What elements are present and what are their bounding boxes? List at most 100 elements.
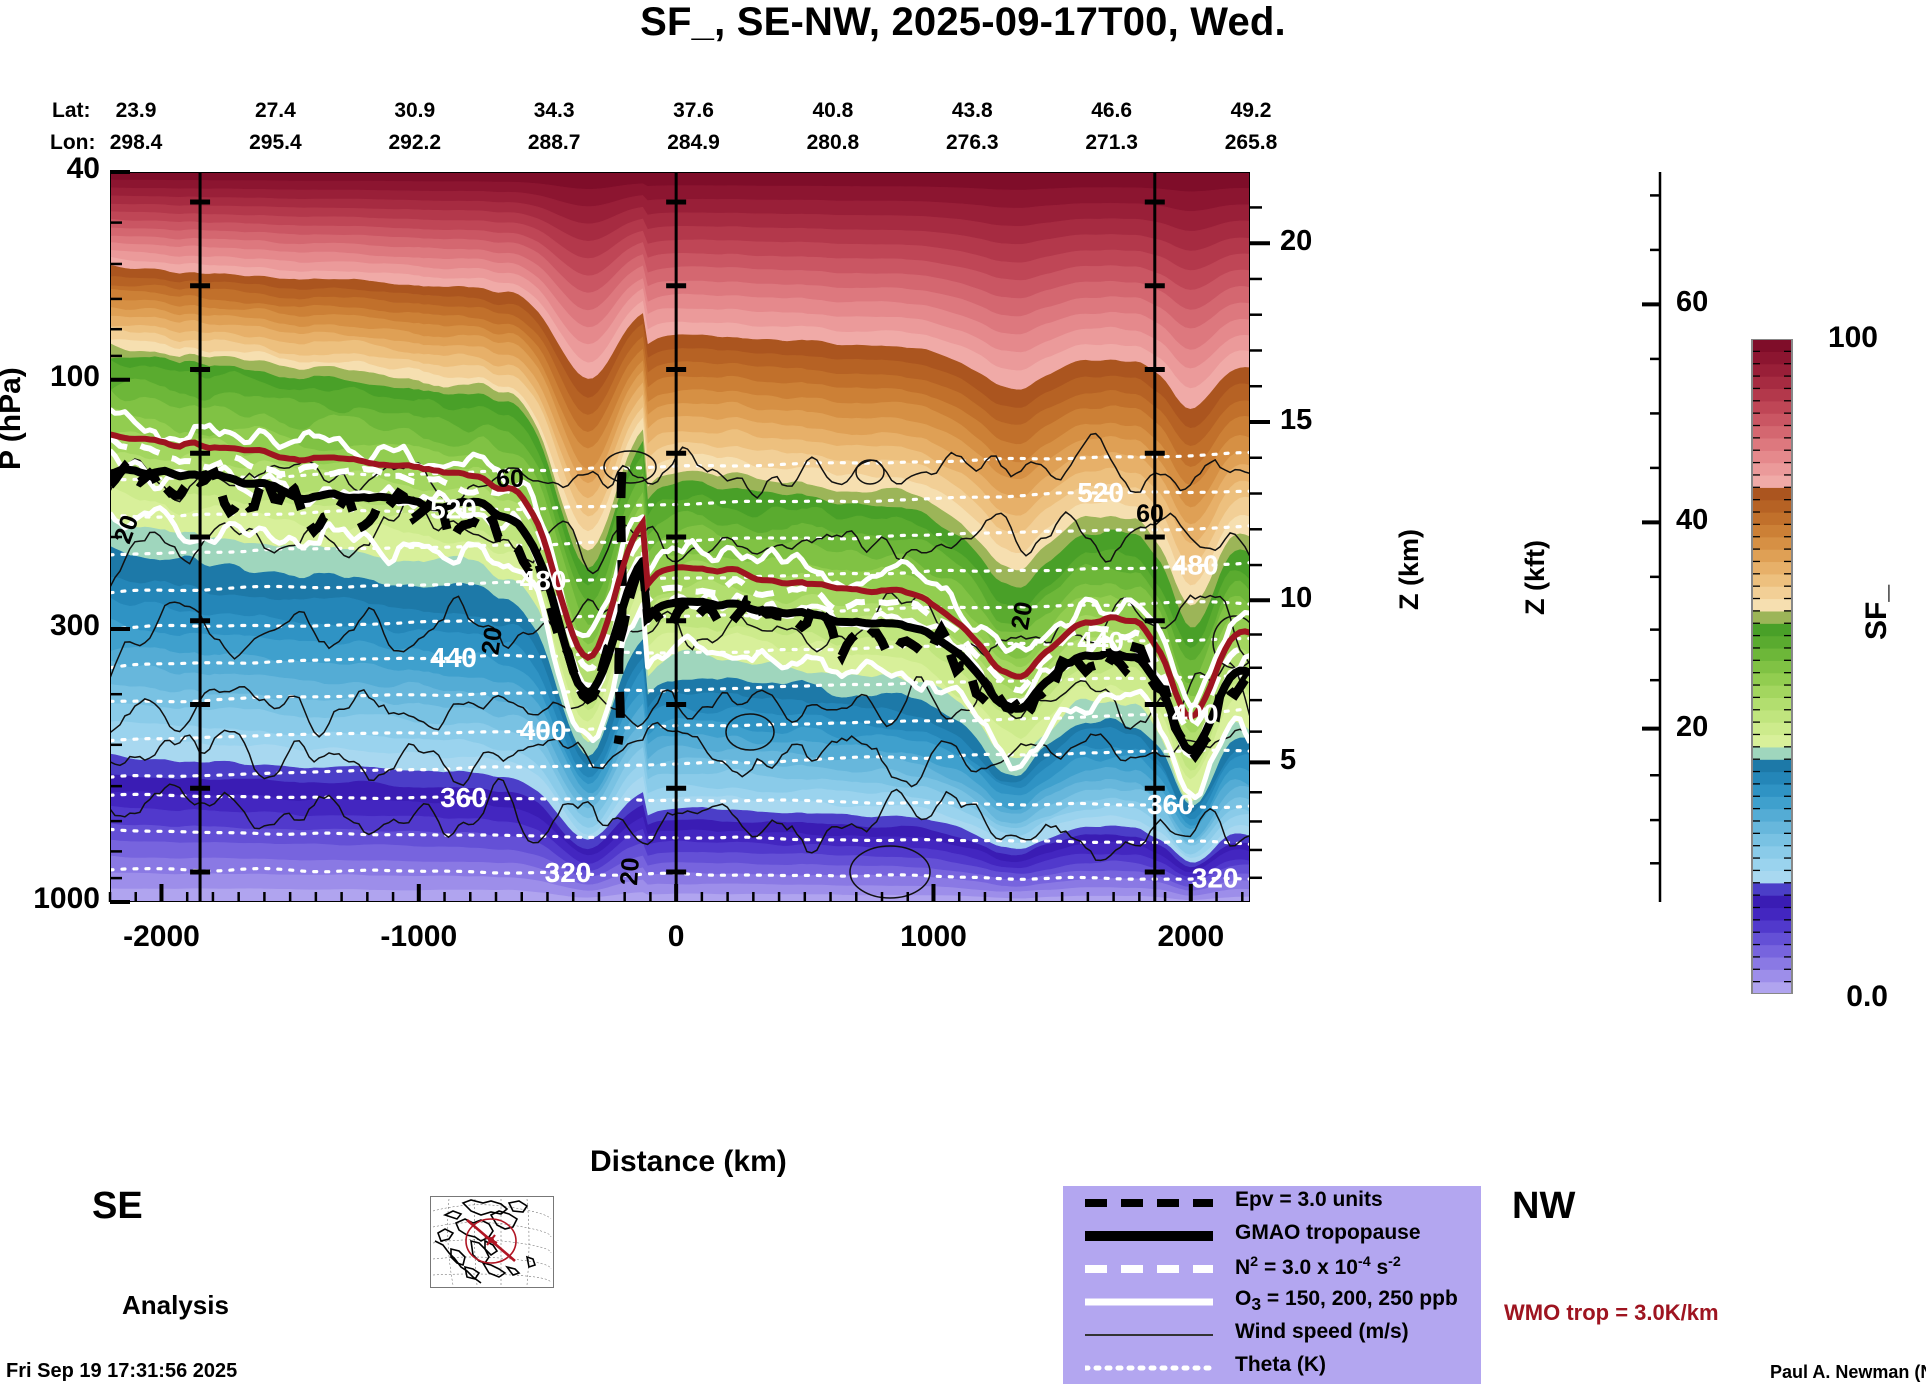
colorbar-band [1753,746,1791,760]
colorbar-band [1753,870,1791,884]
lon-value: 284.9 [667,131,720,154]
colorbar-band [1753,339,1791,352]
lat-value: 46.6 [1091,99,1133,122]
colorbar-band [1753,981,1791,995]
colorbar-min-label: 0.0 [1846,980,1888,1013]
lon-value: 280.8 [806,131,860,154]
colorbar-band [1753,771,1791,785]
wind-speed-contour [110,496,1250,588]
x-tick-label: -2000 [123,920,200,953]
colorbar-band [1753,388,1791,402]
colorbar-band [1753,425,1791,439]
colorbar-band [1753,808,1791,822]
wind-speed-contour-label: 20 [615,857,645,887]
colorbar-band [1753,895,1791,909]
colorbar-band [1753,907,1791,921]
colorbar-band [1753,561,1791,575]
colorbar-band [1753,796,1791,810]
cross-section-svg: 320 320 360 360 400 400 440 440 480 480 520 520 20 2… [110,172,1250,902]
lat-value: 43.8 [951,99,993,122]
legend-symbol-tropopause [1085,1219,1215,1252]
theta-contour [110,827,1250,846]
legend-label-n2: N2 = 3.0 x 10-4 s-2 [1235,1254,1401,1279]
colorbar-band [1753,437,1791,451]
colorbar-band [1753,858,1791,872]
colorbar: 100 0.0 [1748,321,1888,1013]
theta-contour [110,866,1250,881]
x-tick-label: -1000 [380,920,458,953]
theta-contour-label: 440 [430,642,477,673]
theta-contour-label: 360 [1147,789,1194,820]
legend-label-theta: Theta (K) [1235,1353,1326,1376]
z-kft-tick-label: 60 [1676,286,1709,319]
epv-contour [613,471,627,745]
colorbar-band [1753,610,1791,624]
colorbar-band [1753,734,1791,748]
colorbar-band [1753,623,1791,637]
contour-band [110,888,1250,902]
colorbar-band [1753,709,1791,723]
lat-value: 37.6 [673,99,714,122]
contour-fill-layer: 320 320 360 360 400 400 440 440 480 480 520 520 20 2… [110,172,1250,902]
legend-box: Epv = 3.0 units GMAO tropopause N2 = 3.0 x… [1063,1186,1481,1384]
wind-speed-contour-label: 20 [476,625,508,656]
legend-item-wind: Wind speed (m/s) [1063,1318,1481,1351]
colorbar-band [1753,376,1791,390]
colorbar-band [1753,956,1791,970]
lon-value: 288.7 [527,131,581,154]
lon-value: 292.2 [388,131,442,154]
colorbar-band [1753,932,1791,946]
lat-value: 27.4 [254,99,296,122]
theta-contour-label: 320 [545,857,592,888]
z-km-tick-label: 20 [1280,225,1313,258]
wmo-tropopause [110,431,1250,721]
x-tick-label: 1000 [900,920,967,953]
x-axis-label: Distance (km) [590,1145,787,1178]
colorbar-band [1753,524,1791,538]
inset-location-map[interactable] [430,1196,554,1288]
colorbar-band [1753,845,1791,859]
lat-value: 30.9 [394,99,436,122]
lat-value: 23.9 [115,99,157,122]
colorbar-band [1753,413,1791,427]
legend-symbol-n2 [1085,1252,1215,1285]
coastlines [434,1199,537,1284]
y-axis-label: P (hPa) [0,367,27,470]
lat-values-row: 23.9 27.4 30.9 34.3 37.6 40.8 43.8 46.6 49.2 [0,99,1926,125]
theta-contour [110,707,1250,743]
colorbar-band [1753,833,1791,847]
z-km-axis-label: Z (km) [1394,529,1424,610]
colorbar-max-label: 100 [1827,321,1878,354]
theta-contour-label: 480 [1172,549,1219,580]
author-credit: Paul A. Newman (NASA [1770,1362,1926,1382]
colorbar-band [1753,536,1791,550]
wind-speed-contour [110,662,1250,738]
legend-item-ozone: O3 = 150, 200, 250 ppb [1063,1285,1481,1318]
colorbar-band [1753,573,1791,587]
x-tick-label: 0 [667,920,685,953]
lat-value: 49.2 [1230,99,1272,122]
lon-value: 271.3 [1085,131,1138,154]
wind-speed-contour [110,721,1250,788]
wind-speed-contour-closed [855,459,885,485]
cross-section-plot: 320 320 360 360 400 400 440 440 480 480 520 520 20 2… [110,172,1250,902]
theta-contour [110,524,1250,557]
colorbar-band [1753,549,1791,563]
theta-contour-label: 440 [1077,626,1124,657]
legend-label-ozone: O3 = 150, 200, 250 ppb [1235,1287,1458,1315]
transect-circle [465,1218,517,1264]
ozone-contour [110,407,1250,709]
colorbar-band [1753,672,1791,686]
gmao-tropopause [110,465,1250,755]
colorbar-band [1753,598,1791,612]
wind-speed-contour-label: 60 [1136,500,1164,528]
wind-speed-contour [110,432,1250,507]
legend-symbol-wind [1085,1318,1215,1351]
theta-contour-label: 480 [520,565,567,596]
y-tick-label: 300 [49,608,100,642]
wind-speed-contour-closed [725,713,775,751]
lon-value: 295.4 [249,131,302,154]
legend-item-theta: Theta (K) [1063,1351,1481,1384]
legend-label-wind: Wind speed (m/s) [1235,1320,1409,1343]
z-kft-tick-label: 20 [1676,710,1709,743]
